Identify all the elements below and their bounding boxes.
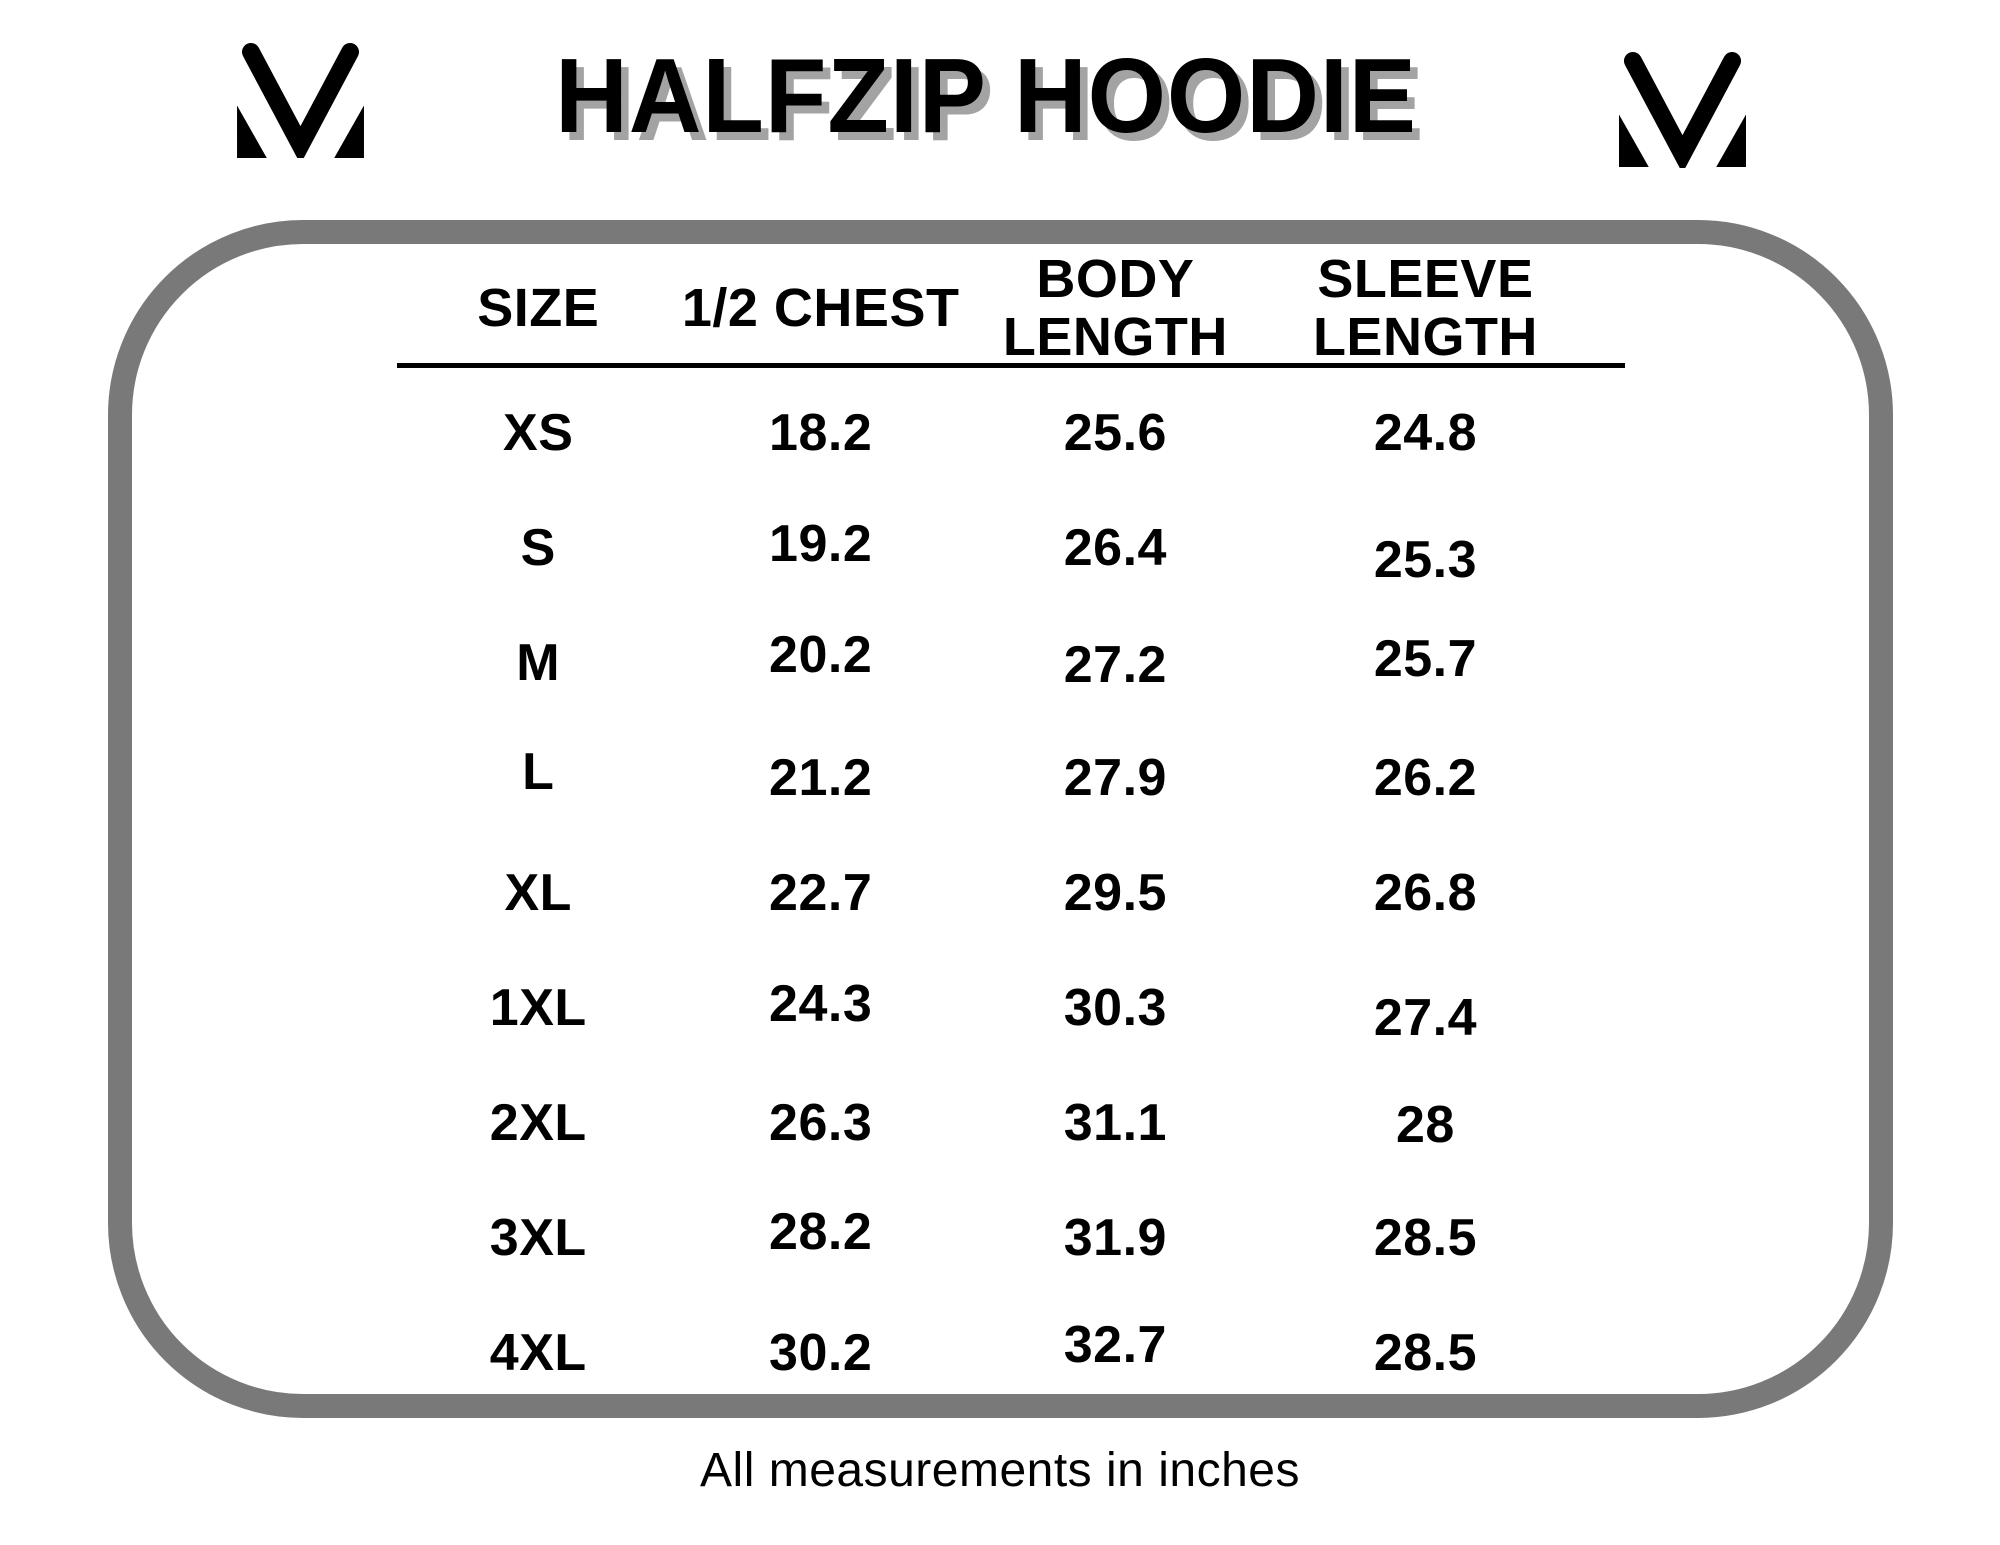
table-body: XS 18.2 25.6 24.8 S 19.2 26.4 25.3 M 20.…: [397, 375, 1625, 1410]
sleeve-cell: 25.7: [1373, 629, 1478, 688]
body-cell: 26.4: [1063, 518, 1167, 577]
table-row: S 19.2 26.4 25.3: [397, 490, 1625, 605]
column-header-size: SIZE: [397, 279, 679, 337]
table-row: 2XL 26.3 31.1 28: [397, 1065, 1625, 1180]
body-cell: 30.3: [1063, 978, 1167, 1037]
sleeve-cell: 24.8: [1373, 403, 1478, 462]
size-cell: 3XL: [489, 1208, 587, 1267]
table-row: XL 22.7 29.5 26.8: [397, 835, 1625, 950]
table-row: M 20.2 27.2 25.7: [397, 605, 1625, 720]
size-cell: 1XL: [489, 978, 587, 1037]
column-header-label: LENGTH: [1312, 307, 1538, 367]
chest-cell: 24.3: [769, 974, 873, 1033]
table-row: 4XL 30.2 32.7 28.5: [397, 1295, 1625, 1410]
sleeve-cell: 28.5: [1373, 1323, 1478, 1382]
column-header-label: LENGTH: [1002, 307, 1228, 367]
sleeve-cell: 27.4: [1373, 988, 1478, 1047]
table-row: L 21.2 27.9 26.2: [397, 720, 1625, 835]
chest-cell: 30.2: [769, 1323, 873, 1382]
body-cell: 31.1: [1063, 1093, 1167, 1152]
chest-cell: 21.2: [769, 748, 873, 807]
size-cell: M: [516, 633, 561, 692]
chest-cell: 26.3: [769, 1093, 873, 1152]
header-underline: [397, 363, 1625, 368]
column-header-sleeve-length: SLEEVE LENGTH: [1269, 250, 1582, 366]
column-header-label: 1/2 CHEST: [681, 278, 960, 338]
size-cell: XL: [504, 863, 572, 922]
sleeve-cell: 26.8: [1373, 863, 1478, 922]
column-header-label: BODY: [1036, 249, 1195, 309]
chest-cell: 18.2: [769, 403, 873, 462]
body-cell: 27.2: [1063, 635, 1167, 694]
sleeve-cell: 25.3: [1373, 530, 1478, 589]
column-header-label: SLEEVE: [1317, 249, 1534, 309]
table-row: 3XL 28.2 31.9 28.5: [397, 1180, 1625, 1295]
mv-monogram-icon: [1619, 51, 1746, 168]
column-header-label: SIZE: [477, 278, 600, 338]
table-header-row: SIZE 1/2 CHEST BODY LENGTH SLEEVE LENGTH: [397, 250, 1625, 366]
body-cell: 32.7: [1063, 1315, 1167, 1374]
footnote: All measurements in inches: [700, 1444, 1300, 1497]
column-header-body-length: BODY LENGTH: [962, 250, 1269, 366]
size-cell: XS: [503, 403, 574, 462]
mv-monogram-icon: [237, 42, 364, 158]
sleeve-cell: 28.5: [1373, 1208, 1478, 1267]
body-cell: 27.9: [1063, 748, 1167, 807]
body-cell: 25.6: [1063, 403, 1167, 462]
size-cell: 2XL: [489, 1093, 587, 1152]
chest-cell: 19.2: [769, 514, 873, 573]
body-cell: 31.9: [1063, 1208, 1167, 1267]
column-header-chest: 1/2 CHEST: [679, 279, 961, 337]
page-title: HALFZIP HOODIE: [555, 37, 1417, 155]
size-cell: S: [520, 518, 556, 577]
size-cell: L: [522, 742, 555, 801]
table-row: XS 18.2 25.6 24.8: [397, 375, 1625, 490]
chest-cell: 20.2: [769, 625, 873, 684]
chest-cell: 22.7: [769, 863, 873, 922]
sleeve-cell: 26.2: [1373, 748, 1478, 807]
chest-cell: 28.2: [769, 1202, 873, 1261]
body-cell: 29.5: [1063, 863, 1167, 922]
size-table: SIZE 1/2 CHEST BODY LENGTH SLEEVE LENGTH…: [397, 250, 1625, 1410]
table-row: 1XL 24.3 30.3 27.4: [397, 950, 1625, 1065]
table-frame: [108, 220, 1893, 1418]
size-cell: 4XL: [489, 1323, 587, 1382]
sleeve-cell: 28: [1396, 1095, 1455, 1154]
